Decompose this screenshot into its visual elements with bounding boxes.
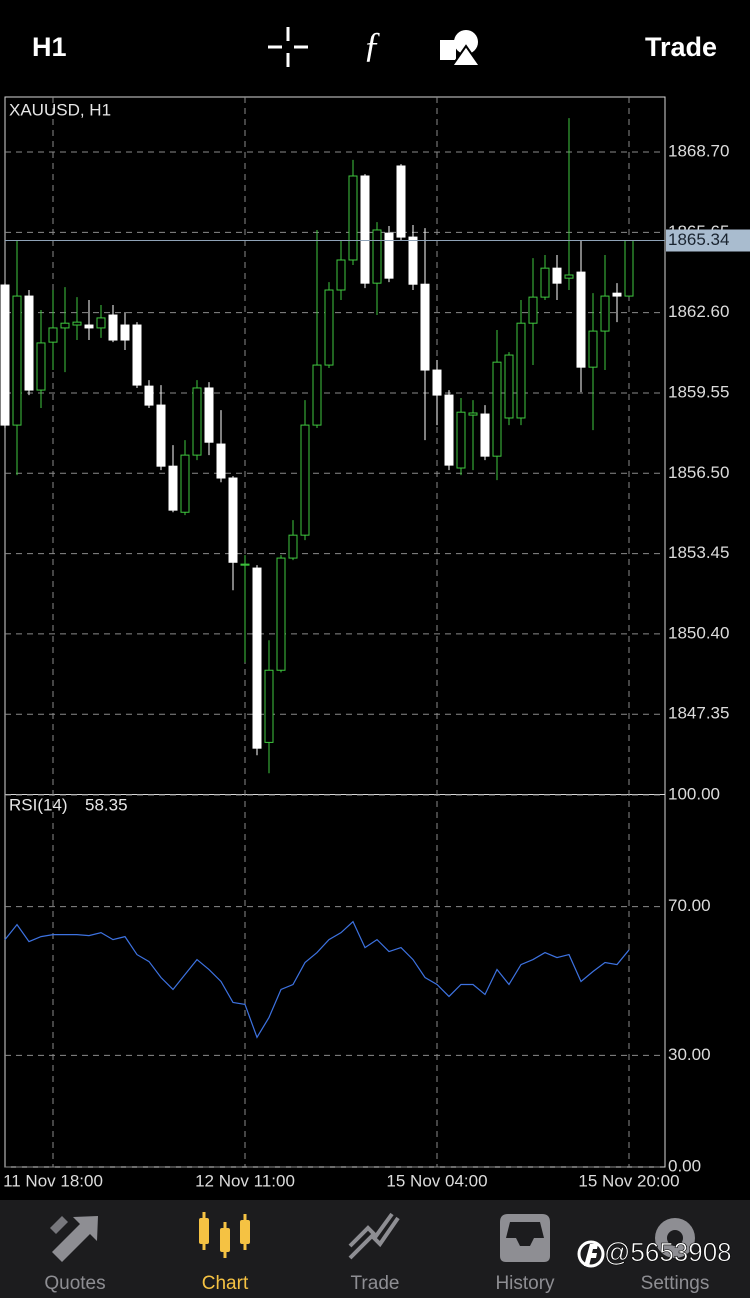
candle-body [84,324,94,329]
current-price-box [666,229,750,252]
candle-body [528,296,538,324]
candle-body [300,424,310,536]
candle-body [216,443,226,479]
candle-body [540,267,550,298]
candle-body [264,669,274,743]
candle-body [24,295,34,391]
candle-body [480,413,490,457]
candle-body [228,477,238,563]
x-tick-label: 11 Nov 18:00 [3,1171,103,1190]
candle-body [588,330,598,368]
candle-body [372,229,382,284]
trade-icon[interactable] [348,1212,400,1260]
y-tick-label: 1862.60 [668,302,729,321]
candle-body [120,324,130,341]
candle-body [108,314,118,341]
chart-icon[interactable] [199,1212,250,1258]
y-tick-label: 1850.40 [668,623,729,642]
watermark-logo [577,1240,605,1268]
candle-body [204,387,214,443]
candle-body [396,165,406,238]
candle-body [288,534,298,559]
candle-body [312,364,322,426]
candle-body [360,175,370,284]
x-tick-label: 12 Nov 11:00 [195,1171,295,1190]
candle-body [408,236,418,285]
indicators-icon[interactable]: ƒ [363,24,381,64]
y-tick-label: 1853.45 [668,543,729,562]
candle-body [240,563,250,566]
candle-body [156,404,166,467]
candle-body [564,274,574,279]
candle-body [384,232,394,279]
watermark: @5653908 [604,1237,732,1267]
y-tick-label: 1856.50 [668,463,729,482]
candle-body [576,271,586,368]
chart-title: XAUUSD, H1 [9,100,111,119]
candle-body [516,322,526,419]
candle-body [48,327,58,343]
candle-body [348,175,358,261]
candle-body [432,369,442,396]
y-tick-label: 100.00 [668,784,720,803]
candle-body [420,283,430,371]
candle-body [36,342,46,391]
timeframe-button[interactable]: H1 [32,32,67,62]
candle-body [612,292,622,297]
history-icon[interactable] [500,1214,550,1262]
indicator-value: 58.35 [85,795,128,814]
candle-body [0,284,10,426]
tab-label[interactable]: Chart [202,1273,249,1294]
candle-body [72,321,82,326]
candle-body [624,240,634,297]
quotes-icon[interactable] [50,1216,98,1262]
y-tick-label: 1859.55 [668,382,729,401]
candle-body [60,322,70,329]
x-tick-label: 15 Nov 04:00 [386,1171,487,1190]
candle-body [468,412,478,416]
y-tick-label: 70.00 [668,896,711,915]
candle-body [336,259,346,291]
candle-body [168,465,178,511]
x-tick-label: 15 Nov 20:00 [578,1171,679,1190]
candle-body [192,387,202,456]
crosshair-icon[interactable] [268,27,308,67]
candle-body [276,557,286,671]
y-tick-label: 1868.70 [668,142,729,161]
candle-body [492,361,502,457]
objects-icon[interactable] [440,30,482,67]
candle-body [600,295,610,332]
candle-body [132,324,142,386]
candle-body [144,385,154,406]
tab-label[interactable]: Settings [641,1273,710,1294]
y-tick-label: 0.00 [668,1156,701,1175]
settings-icon[interactable] [655,1218,695,1258]
candle-body [324,289,334,366]
y-tick-label: 1847.35 [668,704,729,723]
indicator-title: RSI(14) [9,795,68,814]
indicator-line [4,920,630,1039]
candle-body [12,295,22,426]
candle-body [252,567,262,749]
tab-bar [0,1200,750,1298]
candle-body [552,267,562,284]
candle-body [504,354,514,419]
tab-label[interactable]: Quotes [44,1273,105,1294]
candle-body [456,411,466,469]
tab-label[interactable]: History [495,1273,555,1294]
candle-body [180,454,190,513]
y-tick-label: 30.00 [668,1045,711,1064]
current-price-label: 1865.34 [668,230,729,249]
trade-button[interactable]: Trade [645,32,717,62]
candle-body [444,394,454,466]
candle-body [96,317,106,329]
tab-label[interactable]: Trade [351,1273,400,1294]
